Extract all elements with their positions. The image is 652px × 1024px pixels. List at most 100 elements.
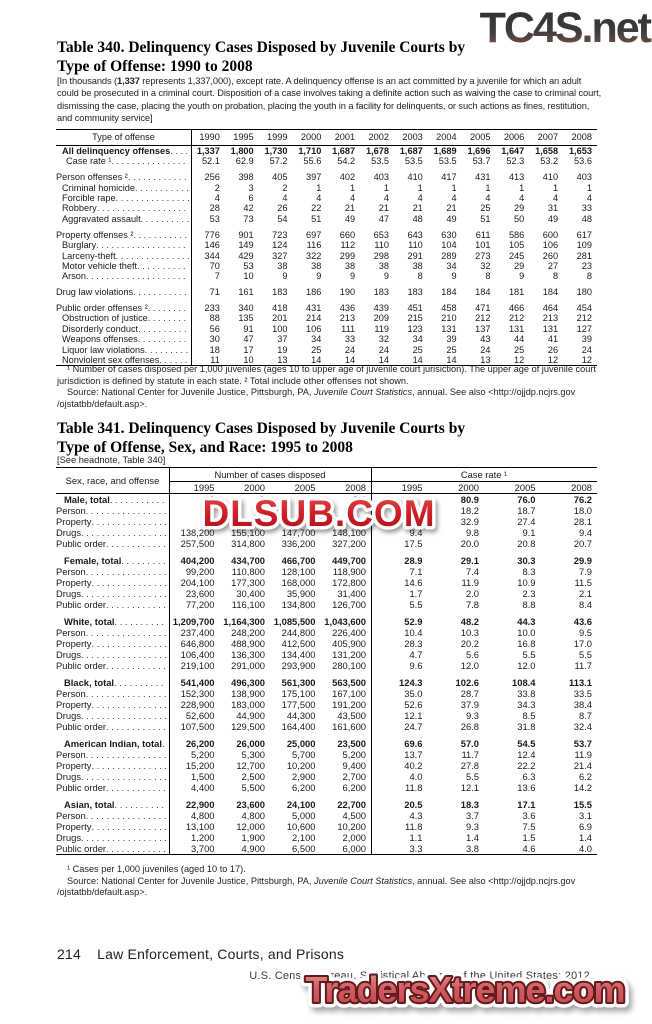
table-cell: 53.7 <box>573 738 592 749</box>
table-cell: 57.0 <box>460 738 479 749</box>
table-cell: 1,647 <box>501 146 525 156</box>
table-cell: 5.5 <box>522 649 536 660</box>
table-cell: 1.1 <box>409 832 423 843</box>
table-cell: 33 <box>344 334 356 345</box>
table-cell: 4.0 <box>409 771 423 782</box>
dot-leader <box>128 172 189 182</box>
column-header: 2008 <box>571 132 592 142</box>
table-cell: 212 <box>576 313 592 324</box>
table-row: Arson 7 10 9 9 9 9 8 9 8 9 8 8 <box>56 271 597 281</box>
table-cell: 1 <box>519 182 525 193</box>
table-row: Person 5,200 5,300 5,700 5,200 13.7 11.7 12.4 11… <box>56 749 597 760</box>
table-cell: 50 <box>514 213 525 224</box>
table-cell: 471 <box>475 303 491 314</box>
table-cell: 431 <box>305 303 322 314</box>
table341-title: Table 341. Delinquency Cases Disposed by… <box>57 419 465 457</box>
row-label: Public order offenses ² <box>56 303 148 314</box>
table-cell: 106,400 <box>180 649 215 660</box>
table-cell: 13 <box>277 355 288 366</box>
table-cell: 398 <box>238 172 254 183</box>
table-cell: 15.5 <box>573 799 592 810</box>
table-row: Drugs 138,200 155,100 147,700 148,100 9.4 9.8 9… <box>56 527 597 538</box>
table-cell: 13 <box>480 355 491 366</box>
table-cell: 1,653 <box>568 146 592 156</box>
dot-leader <box>81 649 167 660</box>
table-cell: 402 <box>339 172 356 183</box>
table-cell: 226,400 <box>332 627 366 638</box>
table-cell: 10 <box>243 271 254 282</box>
table-cell: 586 <box>508 229 525 240</box>
table340-source: Source: National Center for Juvenile Jus… <box>57 387 600 410</box>
row-label: Public order <box>56 782 107 793</box>
year-row: 1995 2000 2005 2008 <box>371 482 597 493</box>
table-row: Property offenses ² 776 901 723 697 660 653 643… <box>56 230 597 240</box>
table-cell: 1,689 <box>433 146 457 156</box>
row-stub: Robbery <box>56 203 191 213</box>
headnote-text: [In thousands ( <box>57 76 118 86</box>
table-cell: 13,100 <box>185 821 215 832</box>
table-cell: 901 <box>238 229 254 240</box>
table-cell: 134,400 <box>281 649 316 660</box>
table-row: Property 646,800 488,900 412,500 405,900 28.3… <box>56 638 597 649</box>
table-cell: 21 <box>412 203 423 214</box>
table-cell: 127 <box>576 323 592 334</box>
table-cell: 9.1 <box>522 527 536 538</box>
table-cell: 1,678 <box>365 146 389 156</box>
table-row: Aggravated assault 53 73 54 51 49 47 48 49 51 50 49… <box>56 214 597 224</box>
column-header: 2005 <box>294 482 316 493</box>
table-cell: 53.2 <box>540 156 559 167</box>
dot-leader <box>115 799 167 810</box>
row-label: Nonviolent sex offenses <box>62 355 160 366</box>
table-cell: 138,200 <box>180 527 215 538</box>
table-cell: 17.0 <box>573 638 592 649</box>
table-cell: 148,100 <box>332 527 366 538</box>
table-cell: 23,600 <box>236 799 265 810</box>
table-cell: 2,700 <box>342 771 366 782</box>
table-cell: 11.7 <box>574 660 592 671</box>
table-cell: 167,100 <box>332 688 366 699</box>
table-row: Nonviolent sex offenses 11 10 13 14 14 14 14 14 1… <box>56 355 597 365</box>
table-cell: 56 <box>209 323 220 334</box>
table-cell: 7.8 <box>465 599 479 610</box>
table-row: Larceny-theft 344 429 327 322 299 298 291 289 273… <box>56 251 597 261</box>
table-cell: 47 <box>243 334 254 345</box>
row-stub: Person <box>56 810 169 821</box>
row-stub: Drugs <box>56 771 169 782</box>
table-cell: 131 <box>441 323 457 334</box>
row-stub: Property <box>56 699 169 710</box>
row-stub: Public order <box>56 843 169 854</box>
table-row: Drugs 106,400 136,300 134,400 131,200 4.7 5.6 5… <box>56 649 597 660</box>
row-label: American Indian, total <box>64 738 162 749</box>
row-label: Drugs <box>56 771 82 782</box>
table340-header-row: Type of offense 1990 1995 1999 2000 2001 2002 2… <box>56 130 597 146</box>
table-cell <box>371 494 428 505</box>
dot-leader <box>115 616 167 627</box>
table-cell: 18.3 <box>460 799 479 810</box>
table-cell: 39 <box>446 334 457 345</box>
table-cell: 9 <box>383 271 389 282</box>
table-cell: 6.3 <box>522 771 536 782</box>
table341-stub-divider <box>169 468 170 854</box>
row-label: Property <box>56 699 92 710</box>
table-cell: 12,000 <box>236 821 265 832</box>
table-cell: 190 <box>339 287 356 298</box>
table-cell: 1,043,600 <box>324 616 366 627</box>
row-label: Liquor law violations <box>62 344 145 355</box>
table-cell: 24.7 <box>404 721 423 732</box>
table-cell: 155,100 <box>231 527 265 538</box>
table-cell: 17 <box>243 344 254 355</box>
table-cell: 14 <box>378 355 389 366</box>
table-cell: 109 <box>576 240 592 251</box>
table-cell: 1,337 <box>196 146 220 156</box>
row-label: Asian, total <box>64 799 115 810</box>
table-cell: 152,300 <box>180 688 215 699</box>
table-cell: 458 <box>441 303 457 314</box>
table-cell: 12 <box>581 355 592 366</box>
table-cell: 30.3 <box>517 555 536 566</box>
table-cell <box>270 505 321 516</box>
table-cell <box>371 516 428 527</box>
row-label: Robbery <box>62 203 97 214</box>
table-cell: 69.6 <box>404 738 423 749</box>
table-cell: 9.4 <box>578 527 592 538</box>
row-stub: Motor vehicle theft <box>56 261 191 271</box>
